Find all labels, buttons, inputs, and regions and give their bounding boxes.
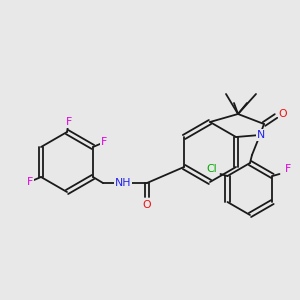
Text: N: N bbox=[257, 130, 265, 140]
Text: Cl: Cl bbox=[206, 164, 217, 174]
Text: F: F bbox=[66, 117, 72, 127]
Text: F: F bbox=[285, 164, 292, 174]
Text: NH: NH bbox=[115, 178, 131, 188]
Text: F: F bbox=[101, 137, 107, 147]
Text: F: F bbox=[27, 177, 33, 187]
Text: O: O bbox=[143, 200, 151, 210]
Text: O: O bbox=[279, 109, 287, 119]
